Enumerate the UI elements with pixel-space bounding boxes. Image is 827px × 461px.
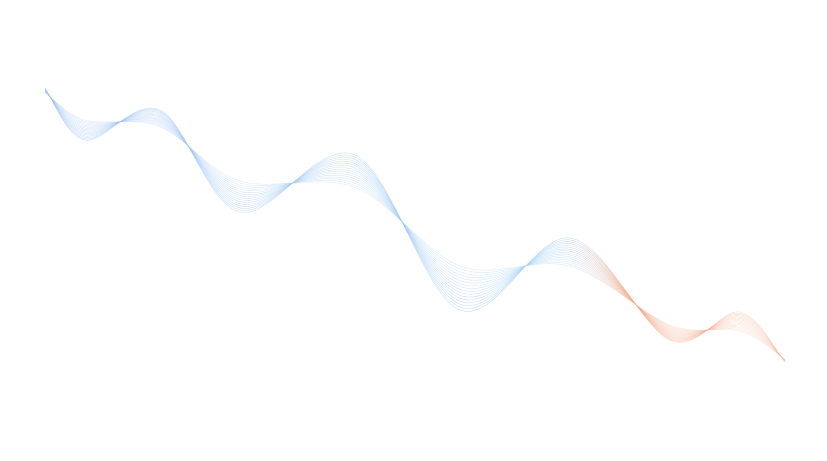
wave-line <box>44 89 786 361</box>
wave-line-group <box>44 87 786 363</box>
wave-line <box>44 88 786 362</box>
wave-line <box>44 87 786 363</box>
wave-line <box>44 89 786 362</box>
wave-line <box>44 92 786 360</box>
wave-line <box>44 91 786 361</box>
wave-line <box>44 91 786 360</box>
wave-line <box>44 91 786 361</box>
wave-line <box>44 90 786 361</box>
wave-line <box>44 90 786 361</box>
wave-line <box>44 88 786 363</box>
wave-line <box>44 91 786 360</box>
wave-line <box>44 89 786 362</box>
wave-line <box>44 89 786 362</box>
wave-line <box>44 90 786 361</box>
wave-line <box>44 88 786 362</box>
